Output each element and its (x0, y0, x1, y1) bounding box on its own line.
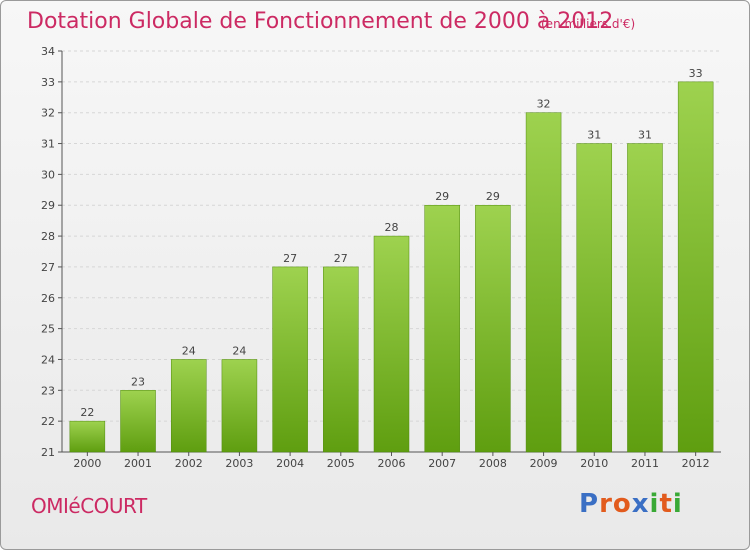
bar-2002 (170, 359, 207, 453)
y-tick-label: 30 (41, 168, 55, 181)
proxiti-logo: Proxiti (579, 489, 683, 519)
y-tick-label: 25 (41, 323, 55, 336)
x-tick-labels: 2000 2001 2002 2003 2004 2005 2006 2007 2008 2009… (73, 452, 710, 470)
value-label-2000: 22 (80, 406, 94, 419)
bar-2008 (475, 204, 511, 453)
x-tick-label-2008: 2008 (479, 457, 507, 470)
bar-2000 (69, 420, 106, 453)
y-tick-label: 22 (41, 415, 55, 428)
x-tick-label-2010: 2010 (580, 457, 608, 470)
y-tick-label: 33 (41, 76, 55, 89)
logo-letter: i (649, 489, 660, 519)
y-tick-label: 34 (41, 45, 55, 58)
value-label-2009: 32 (537, 98, 551, 111)
y-tick-label: 23 (41, 384, 55, 397)
value-label-2002: 24 (182, 344, 196, 357)
value-label-2001: 23 (131, 375, 145, 388)
value-label-2012: 33 (689, 67, 703, 80)
value-label-2010: 31 (587, 129, 601, 142)
bars (69, 81, 714, 453)
y-tick-label: 21 (41, 446, 55, 459)
value-label-2004: 27 (283, 252, 297, 265)
x-tick-label-2004: 2004 (276, 457, 304, 470)
logo-letter: x (631, 489, 650, 519)
y-tick-label: 26 (41, 292, 55, 305)
value-label-2007: 29 (435, 190, 449, 203)
x-tick-label-2012: 2012 (682, 457, 710, 470)
chart-title: Dotation Globale de Fonctionnement de 20… (27, 9, 614, 34)
bar-2010 (576, 143, 613, 453)
y-tick-label: 29 (41, 199, 55, 212)
y-tick-label: 32 (41, 107, 55, 120)
y-tick-label: 24 (41, 353, 55, 366)
bar-2004 (272, 266, 308, 453)
bar-2012 (677, 81, 714, 453)
x-tick-label-2005: 2005 (327, 457, 355, 470)
x-tick-label-2006: 2006 (378, 457, 406, 470)
value-label-2006: 28 (385, 221, 399, 234)
bar-2007 (424, 204, 460, 453)
bar-2001 (120, 390, 156, 453)
y-tick-label: 27 (41, 261, 55, 274)
value-label-2005: 27 (334, 252, 348, 265)
logo-letter: t (659, 489, 673, 519)
x-tick-label-2000: 2000 (73, 457, 101, 470)
commune-name: OMIéCOURT (31, 494, 147, 518)
bar-2003 (221, 359, 258, 453)
bar-2006 (373, 235, 410, 453)
y-tick-label: 28 (41, 230, 55, 243)
y-tick-label: 31 (41, 138, 55, 151)
bar-2009 (525, 112, 562, 453)
x-tick-label-2003: 2003 (225, 457, 253, 470)
y-tick-labels: 21 22 23 24 25 26 27 28 29 30 31 32 33 34 (41, 45, 55, 459)
logo-letter: r (599, 489, 613, 519)
unit-note: (en milliers d'€) (541, 17, 636, 31)
value-label-2011: 31 (638, 129, 652, 142)
logo-letter: P (579, 489, 600, 519)
x-tick-label-2007: 2007 (428, 457, 456, 470)
value-label-2008: 29 (486, 190, 500, 203)
bar-2011 (627, 143, 663, 453)
value-labels: 22 23 24 24 27 27 28 29 29 32 31 31 33 (80, 67, 702, 419)
logo-letter: i (672, 489, 683, 519)
logo-letter: o (612, 489, 632, 519)
x-tick-label-2001: 2001 (124, 457, 152, 470)
x-tick-label-2011: 2011 (631, 457, 659, 470)
x-tick-label-2002: 2002 (175, 457, 203, 470)
value-label-2003: 24 (232, 344, 246, 357)
bar-2005 (323, 266, 359, 453)
x-tick-label-2009: 2009 (530, 457, 558, 470)
